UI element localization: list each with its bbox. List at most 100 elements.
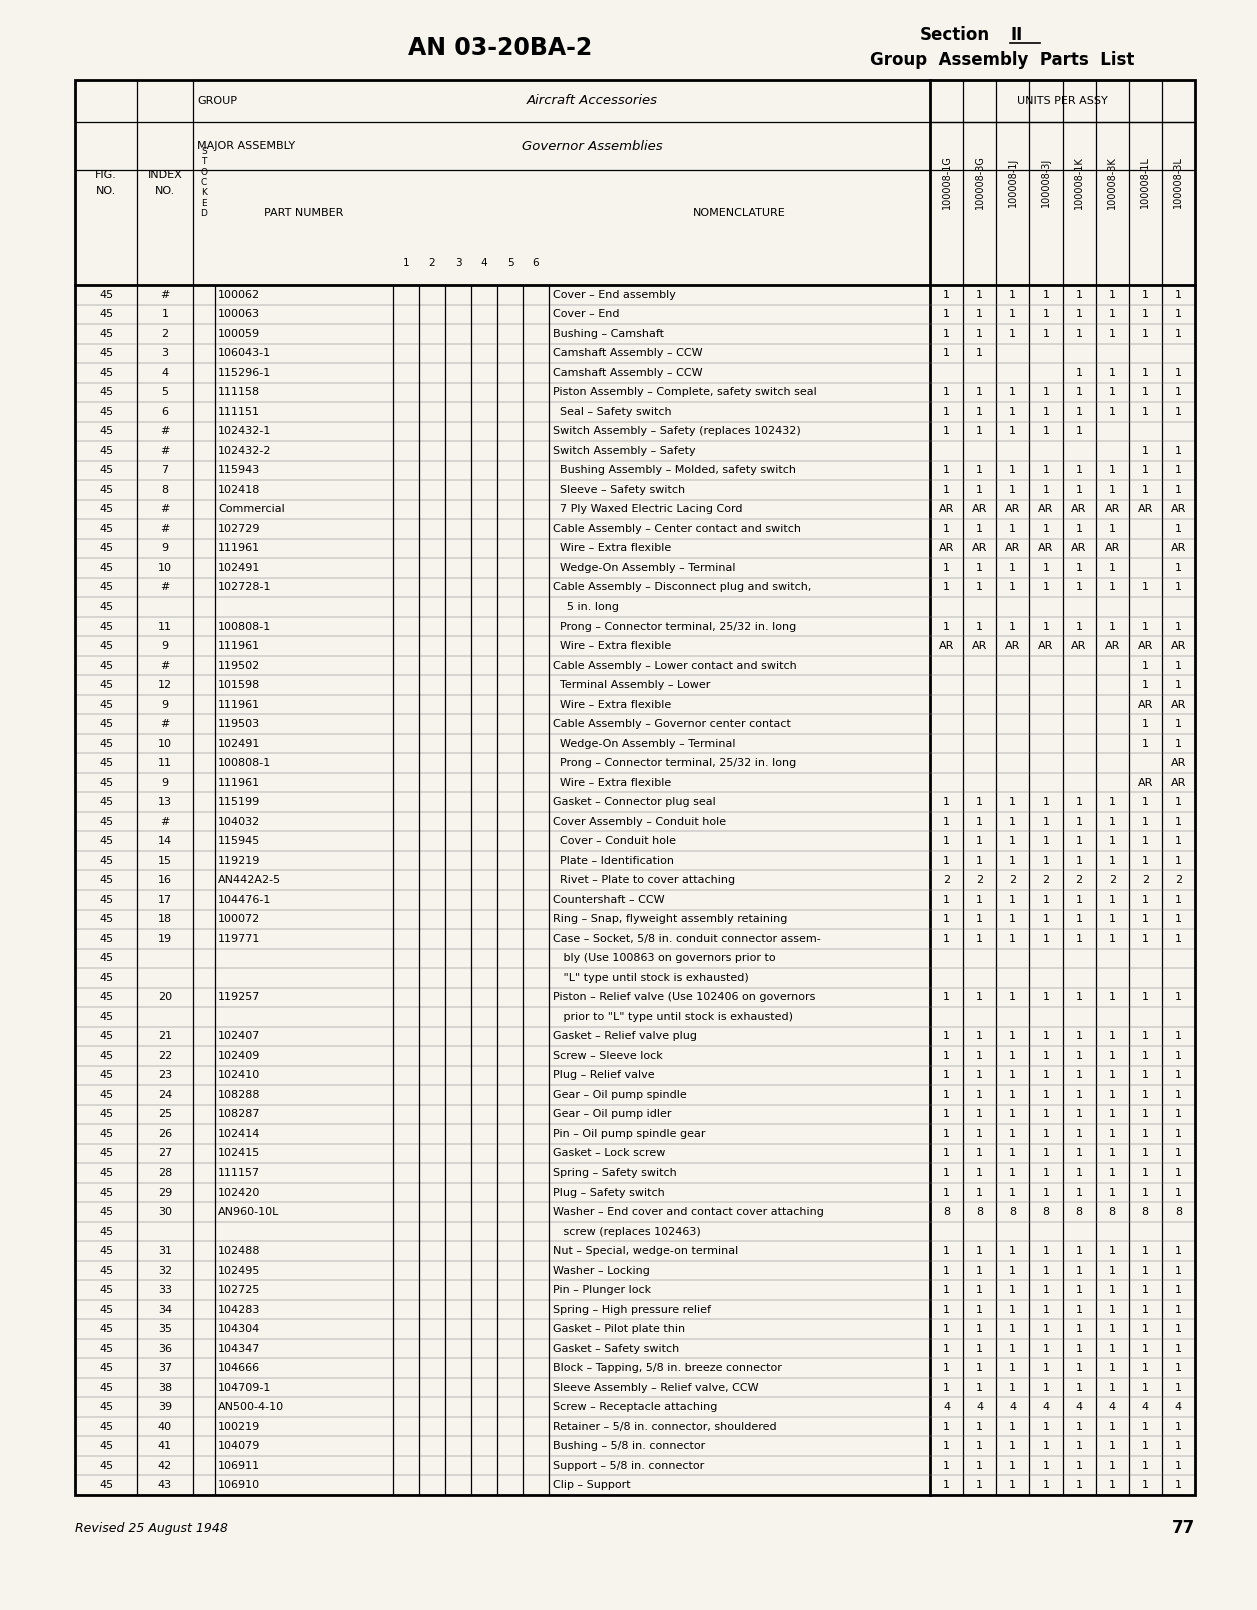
Text: 45: 45 xyxy=(99,876,113,886)
Text: 1: 1 xyxy=(1175,1167,1182,1179)
Text: 1: 1 xyxy=(977,1032,983,1042)
Text: AR: AR xyxy=(1105,641,1120,650)
Text: 1: 1 xyxy=(1042,1304,1050,1315)
Text: 1: 1 xyxy=(1009,328,1017,338)
Text: 1: 1 xyxy=(1109,1051,1116,1061)
Text: 1: 1 xyxy=(943,1265,950,1275)
Text: 1: 1 xyxy=(1009,1188,1017,1198)
Text: 111961: 111961 xyxy=(217,700,260,710)
Text: 1: 1 xyxy=(1175,583,1182,592)
Text: 5: 5 xyxy=(507,258,513,267)
Text: #: # xyxy=(161,504,170,515)
Text: 1: 1 xyxy=(943,914,950,924)
Text: 45: 45 xyxy=(99,1480,113,1491)
Text: 45: 45 xyxy=(99,583,113,592)
Text: 1: 1 xyxy=(943,309,950,319)
Text: 1: 1 xyxy=(1042,1109,1050,1119)
Text: UNITS PER ASSY: UNITS PER ASSY xyxy=(1017,97,1107,106)
Text: 102432-2: 102432-2 xyxy=(217,446,272,456)
Text: 8: 8 xyxy=(161,485,168,494)
Text: 1: 1 xyxy=(1175,895,1182,905)
Text: Gasket – Connector plug seal: Gasket – Connector plug seal xyxy=(553,797,715,807)
Text: 1: 1 xyxy=(1141,1383,1149,1393)
Text: Case – Socket, 5/8 in. conduit connector assem-: Case – Socket, 5/8 in. conduit connector… xyxy=(553,934,821,943)
Text: #: # xyxy=(161,523,170,535)
Text: 1: 1 xyxy=(977,523,983,535)
Text: 1: 1 xyxy=(1076,1129,1082,1138)
Text: 111961: 111961 xyxy=(217,544,260,554)
Text: 13: 13 xyxy=(158,797,172,807)
Text: 1: 1 xyxy=(1109,523,1116,535)
Text: 1: 1 xyxy=(943,1188,950,1198)
Text: 45: 45 xyxy=(99,446,113,456)
Text: 17: 17 xyxy=(158,895,172,905)
Text: 45: 45 xyxy=(99,465,113,475)
Text: 1: 1 xyxy=(977,427,983,436)
Text: 45: 45 xyxy=(99,836,113,847)
Text: 1: 1 xyxy=(1175,1364,1182,1373)
Text: 45: 45 xyxy=(99,914,113,924)
Text: 1: 1 xyxy=(1009,1422,1017,1431)
Text: 28: 28 xyxy=(158,1167,172,1179)
Text: 1: 1 xyxy=(1175,660,1182,670)
Text: 1: 1 xyxy=(1141,992,1149,1003)
Text: 45: 45 xyxy=(99,621,113,631)
Text: 111151: 111151 xyxy=(217,407,260,417)
Text: 1: 1 xyxy=(1109,1167,1116,1179)
Text: 1: 1 xyxy=(1175,934,1182,943)
Text: 37: 37 xyxy=(158,1364,172,1373)
Text: 1: 1 xyxy=(977,1246,983,1256)
Text: 101598: 101598 xyxy=(217,679,260,691)
Text: 2: 2 xyxy=(1175,876,1182,886)
Text: 1: 1 xyxy=(1076,1323,1082,1335)
Text: 21: 21 xyxy=(158,1032,172,1042)
Text: 45: 45 xyxy=(99,1188,113,1198)
Text: 1: 1 xyxy=(1109,836,1116,847)
Text: 1: 1 xyxy=(1076,1364,1082,1373)
Text: Plug – Relief valve: Plug – Relief valve xyxy=(553,1071,655,1080)
Text: 1: 1 xyxy=(1109,621,1116,631)
Text: 1: 1 xyxy=(1175,857,1182,866)
Text: 1: 1 xyxy=(1141,1422,1149,1431)
Text: 45: 45 xyxy=(99,1265,113,1275)
Text: 45: 45 xyxy=(99,1032,113,1042)
Text: 4: 4 xyxy=(1109,1402,1116,1412)
Text: 1: 1 xyxy=(1076,1109,1082,1119)
Text: 1: 1 xyxy=(943,857,950,866)
Text: 1: 1 xyxy=(1141,739,1149,749)
Text: 1: 1 xyxy=(1109,1148,1116,1159)
Text: Nut – Special, wedge-on terminal: Nut – Special, wedge-on terminal xyxy=(553,1246,738,1256)
Text: Bushing Assembly – Molded, safety switch: Bushing Assembly – Molded, safety switch xyxy=(553,465,796,475)
Text: AR: AR xyxy=(1006,504,1021,515)
Text: Sleeve – Safety switch: Sleeve – Safety switch xyxy=(553,485,685,494)
Text: 1: 1 xyxy=(943,895,950,905)
Text: 8: 8 xyxy=(1175,1208,1182,1217)
Text: 100063: 100063 xyxy=(217,309,260,319)
Text: #: # xyxy=(161,290,170,299)
Text: 1: 1 xyxy=(1009,1129,1017,1138)
Text: 100008-3J: 100008-3J xyxy=(1041,158,1051,208)
Text: 1: 1 xyxy=(1175,1246,1182,1256)
Text: 1: 1 xyxy=(1042,1323,1050,1335)
Text: 1: 1 xyxy=(1042,290,1050,299)
Text: 20: 20 xyxy=(158,992,172,1003)
Text: 45: 45 xyxy=(99,778,113,787)
Text: 1: 1 xyxy=(1076,388,1082,398)
Text: 1: 1 xyxy=(943,816,950,826)
Text: 1: 1 xyxy=(1076,1246,1082,1256)
Text: AR: AR xyxy=(1038,504,1053,515)
Text: 1: 1 xyxy=(1109,290,1116,299)
Text: 1: 1 xyxy=(1009,388,1017,398)
Text: 102729: 102729 xyxy=(217,523,260,535)
Text: 102407: 102407 xyxy=(217,1032,260,1042)
Text: 1: 1 xyxy=(1042,1148,1050,1159)
Text: Pin – Plunger lock: Pin – Plunger lock xyxy=(553,1285,651,1294)
Text: 1: 1 xyxy=(1076,1090,1082,1100)
Text: 45: 45 xyxy=(99,348,113,359)
Text: 3: 3 xyxy=(161,348,168,359)
Text: 100008-1J: 100008-1J xyxy=(1008,158,1018,208)
Text: 1: 1 xyxy=(1109,1071,1116,1080)
Text: 1: 1 xyxy=(943,523,950,535)
Text: 45: 45 xyxy=(99,388,113,398)
Text: 1: 1 xyxy=(1141,934,1149,943)
